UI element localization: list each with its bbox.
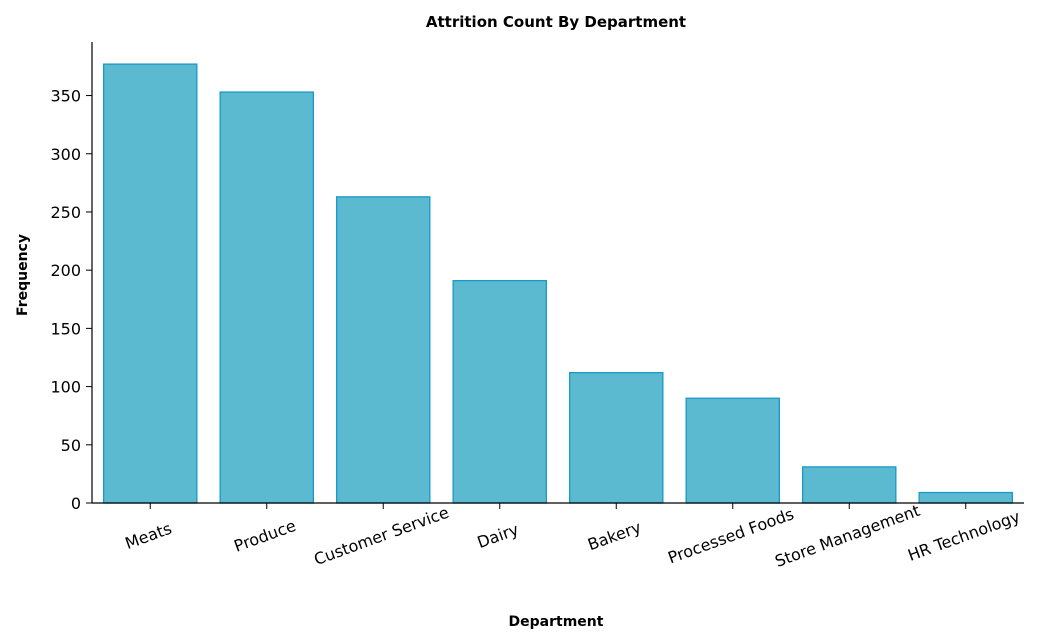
x-tick-label: Produce: [231, 516, 298, 556]
y-tick-label: 200: [50, 261, 81, 280]
y-tick-label: 0: [71, 494, 81, 513]
chart-title: Attrition Count By Department: [426, 13, 686, 31]
y-tick-label: 300: [50, 145, 81, 164]
x-tick-label: Dairy: [475, 520, 522, 552]
bars-group: [103, 63, 1014, 504]
bar-dairy: [452, 279, 547, 504]
y-tick-label: 250: [50, 203, 81, 222]
x-tick-label: Store Management: [772, 501, 922, 571]
y-axis: 0 50 100 150 200 250 300 350: [50, 42, 93, 513]
x-axis: Meats Produce Customer Service Dairy Bakery P…: [92, 501, 1024, 571]
y-tick-label: 150: [50, 319, 81, 338]
x-axis-title: Department: [509, 614, 604, 630]
y-tick-label: 100: [50, 378, 81, 397]
bar-produce: [219, 91, 314, 504]
bar-bakery: [569, 371, 664, 504]
y-tick-label: 50: [61, 436, 81, 455]
bar-meats: [103, 63, 198, 504]
bar-processed-foods: [685, 397, 781, 504]
y-axis-title: Frequency: [15, 234, 31, 316]
bar-customer-service: [335, 196, 431, 504]
x-tick-label: Bakery: [585, 517, 644, 554]
x-tick-label: Meats: [123, 519, 175, 553]
bar-store-management: [802, 466, 897, 504]
bar-hr-technology: [918, 491, 1014, 504]
x-tick-label: HR Technology: [905, 507, 1022, 565]
x-tick-label: Customer Service: [311, 503, 451, 569]
y-tick-label: 350: [50, 87, 81, 106]
